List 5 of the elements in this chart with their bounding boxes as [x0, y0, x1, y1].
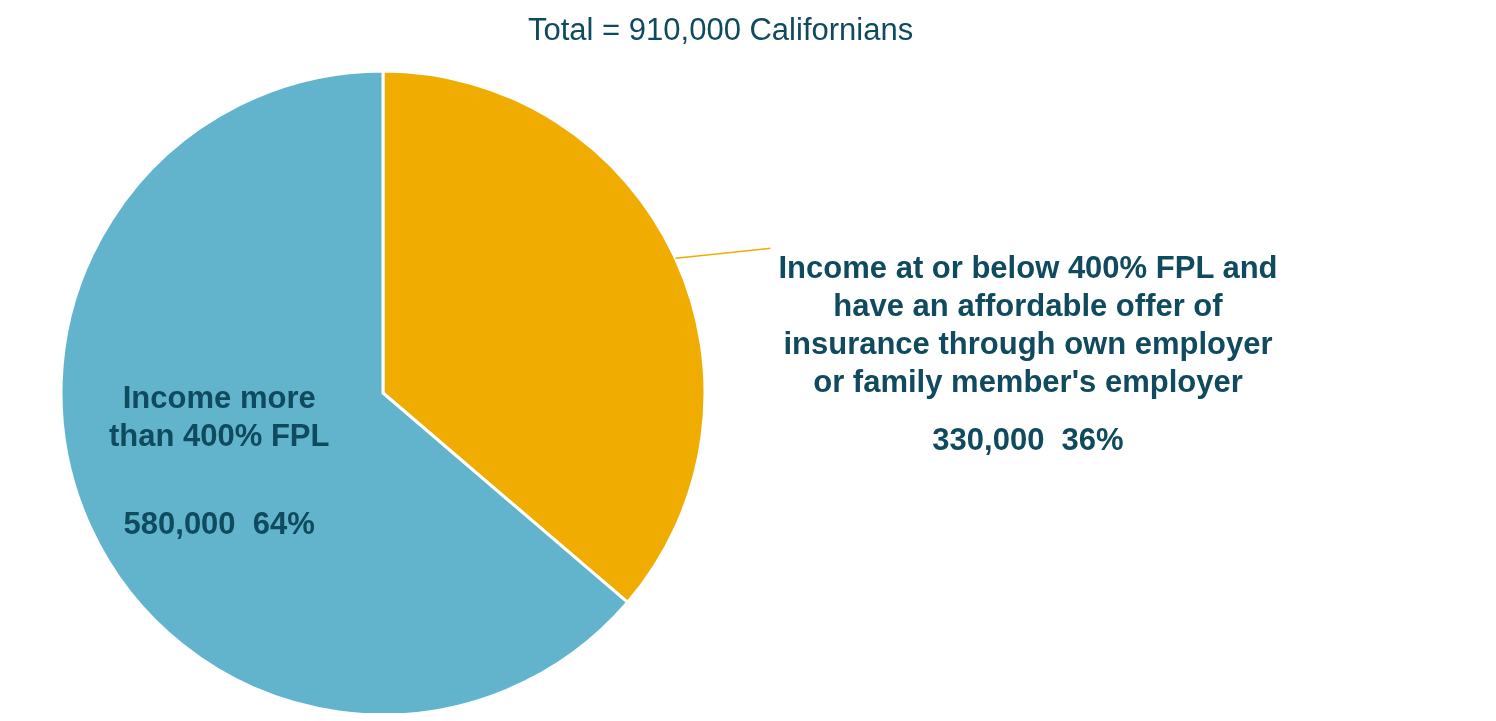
data-label: 330,000 36% — [932, 422, 1124, 458]
data-label: 580,000 64% — [123, 506, 315, 542]
slice-label: Income more than 400% FPL — [108, 380, 330, 454]
slice-label: Income at or below 400% FPL and have an affordable offer of insurance through own employer or family member's employer — [778, 250, 1278, 400]
chart-title: Total = 910,000 Californians — [528, 12, 914, 48]
